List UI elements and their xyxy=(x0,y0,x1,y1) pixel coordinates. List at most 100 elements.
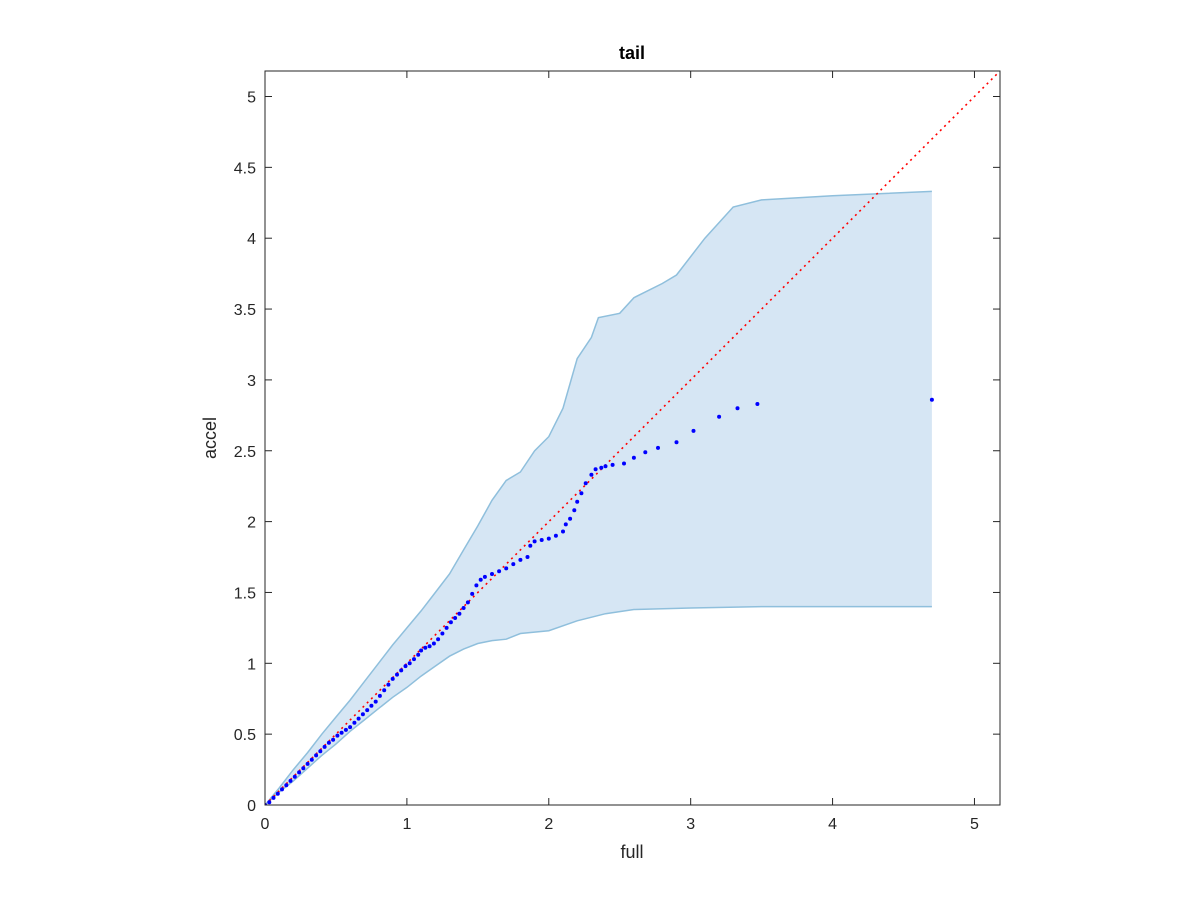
data-point xyxy=(575,499,580,504)
data-point xyxy=(579,491,584,496)
y-tick-label: 1.5 xyxy=(234,585,256,602)
data-point xyxy=(356,716,361,721)
y-axis-label: accel xyxy=(200,417,220,459)
data-point xyxy=(322,744,327,749)
data-point xyxy=(448,620,453,625)
data-point xyxy=(717,414,722,419)
data-point xyxy=(395,672,399,677)
x-tick-label: 4 xyxy=(828,816,837,833)
axis-ticks xyxy=(264,71,1000,806)
data-point xyxy=(297,770,302,775)
data-point xyxy=(390,676,395,681)
data-point xyxy=(470,591,475,596)
data-point xyxy=(284,783,289,788)
data-point xyxy=(593,467,598,472)
y-tick-label: 3 xyxy=(247,373,256,390)
data-point xyxy=(348,725,353,730)
data-point xyxy=(461,606,466,610)
data-point xyxy=(271,795,276,800)
data-point xyxy=(275,791,280,796)
data-point xyxy=(365,708,370,713)
data-point xyxy=(335,733,340,738)
data-point xyxy=(431,641,436,646)
data-point xyxy=(412,657,416,662)
data-point xyxy=(511,562,516,567)
data-point xyxy=(267,800,272,805)
data-point xyxy=(589,472,594,477)
data-point xyxy=(497,569,502,574)
data-points xyxy=(265,397,934,805)
data-point xyxy=(444,625,449,630)
data-point xyxy=(423,645,428,650)
data-point xyxy=(643,450,648,455)
data-point xyxy=(603,464,608,469)
data-point xyxy=(656,445,660,450)
data-point xyxy=(314,753,319,758)
x-tick-label: 3 xyxy=(686,816,695,833)
data-point xyxy=(309,757,314,762)
data-point xyxy=(474,583,479,588)
data-point xyxy=(583,481,588,486)
y-tick-label: 4.5 xyxy=(234,160,256,177)
data-point xyxy=(339,730,344,735)
data-point xyxy=(377,693,382,698)
x-tick-label: 5 xyxy=(970,816,979,833)
data-point xyxy=(561,529,565,534)
data-point xyxy=(610,462,615,467)
data-point xyxy=(482,574,487,579)
data-point xyxy=(546,536,551,541)
data-point xyxy=(622,461,626,466)
data-point xyxy=(525,555,530,559)
data-point xyxy=(631,455,636,460)
x-tick-label: 0 xyxy=(261,816,270,833)
data-point xyxy=(539,538,544,542)
data-point xyxy=(436,637,441,642)
y-tick-label: 4 xyxy=(247,231,256,248)
data-point xyxy=(386,682,391,687)
data-point xyxy=(674,440,679,445)
data-point xyxy=(305,761,310,766)
data-point xyxy=(528,543,533,548)
data-point xyxy=(301,766,306,771)
data-point xyxy=(572,508,577,513)
x-tick-labels: 0 1 2 3 4 5 xyxy=(261,816,979,833)
data-point xyxy=(360,712,365,717)
data-point xyxy=(326,740,331,745)
data-point xyxy=(288,778,293,783)
data-point xyxy=(691,428,696,433)
data-point xyxy=(532,539,537,544)
y-tick-label: 2 xyxy=(247,515,256,532)
data-point xyxy=(403,664,408,669)
data-point xyxy=(416,652,421,657)
x-tick-label: 1 xyxy=(402,816,411,833)
data-point xyxy=(399,668,404,673)
data-point xyxy=(490,572,494,576)
y-tick-label: 0 xyxy=(247,798,256,815)
data-point xyxy=(563,522,568,527)
y-tick-label: 1 xyxy=(247,656,256,673)
data-point xyxy=(504,566,509,571)
y-tick-label: 2.5 xyxy=(234,444,256,461)
plot-area xyxy=(265,71,1000,805)
data-point xyxy=(292,774,297,779)
chart-title: tail xyxy=(619,43,645,63)
data-point xyxy=(478,577,483,582)
y-tick-label: 5 xyxy=(247,90,256,107)
data-point xyxy=(427,644,432,649)
data-point xyxy=(382,688,387,693)
data-point xyxy=(929,397,934,402)
data-point xyxy=(318,749,323,754)
data-point xyxy=(735,406,740,411)
data-point xyxy=(553,533,558,538)
confidence-band-lower-edge xyxy=(265,605,932,805)
data-point xyxy=(419,648,424,653)
data-point xyxy=(280,787,284,792)
x-axis-label: full xyxy=(620,842,643,862)
y-tick-label: 0.5 xyxy=(234,727,256,744)
data-point xyxy=(369,703,374,708)
x-tick-label: 2 xyxy=(544,816,553,833)
data-point xyxy=(457,611,462,616)
data-point xyxy=(568,516,573,521)
axes-box xyxy=(264,70,1001,806)
